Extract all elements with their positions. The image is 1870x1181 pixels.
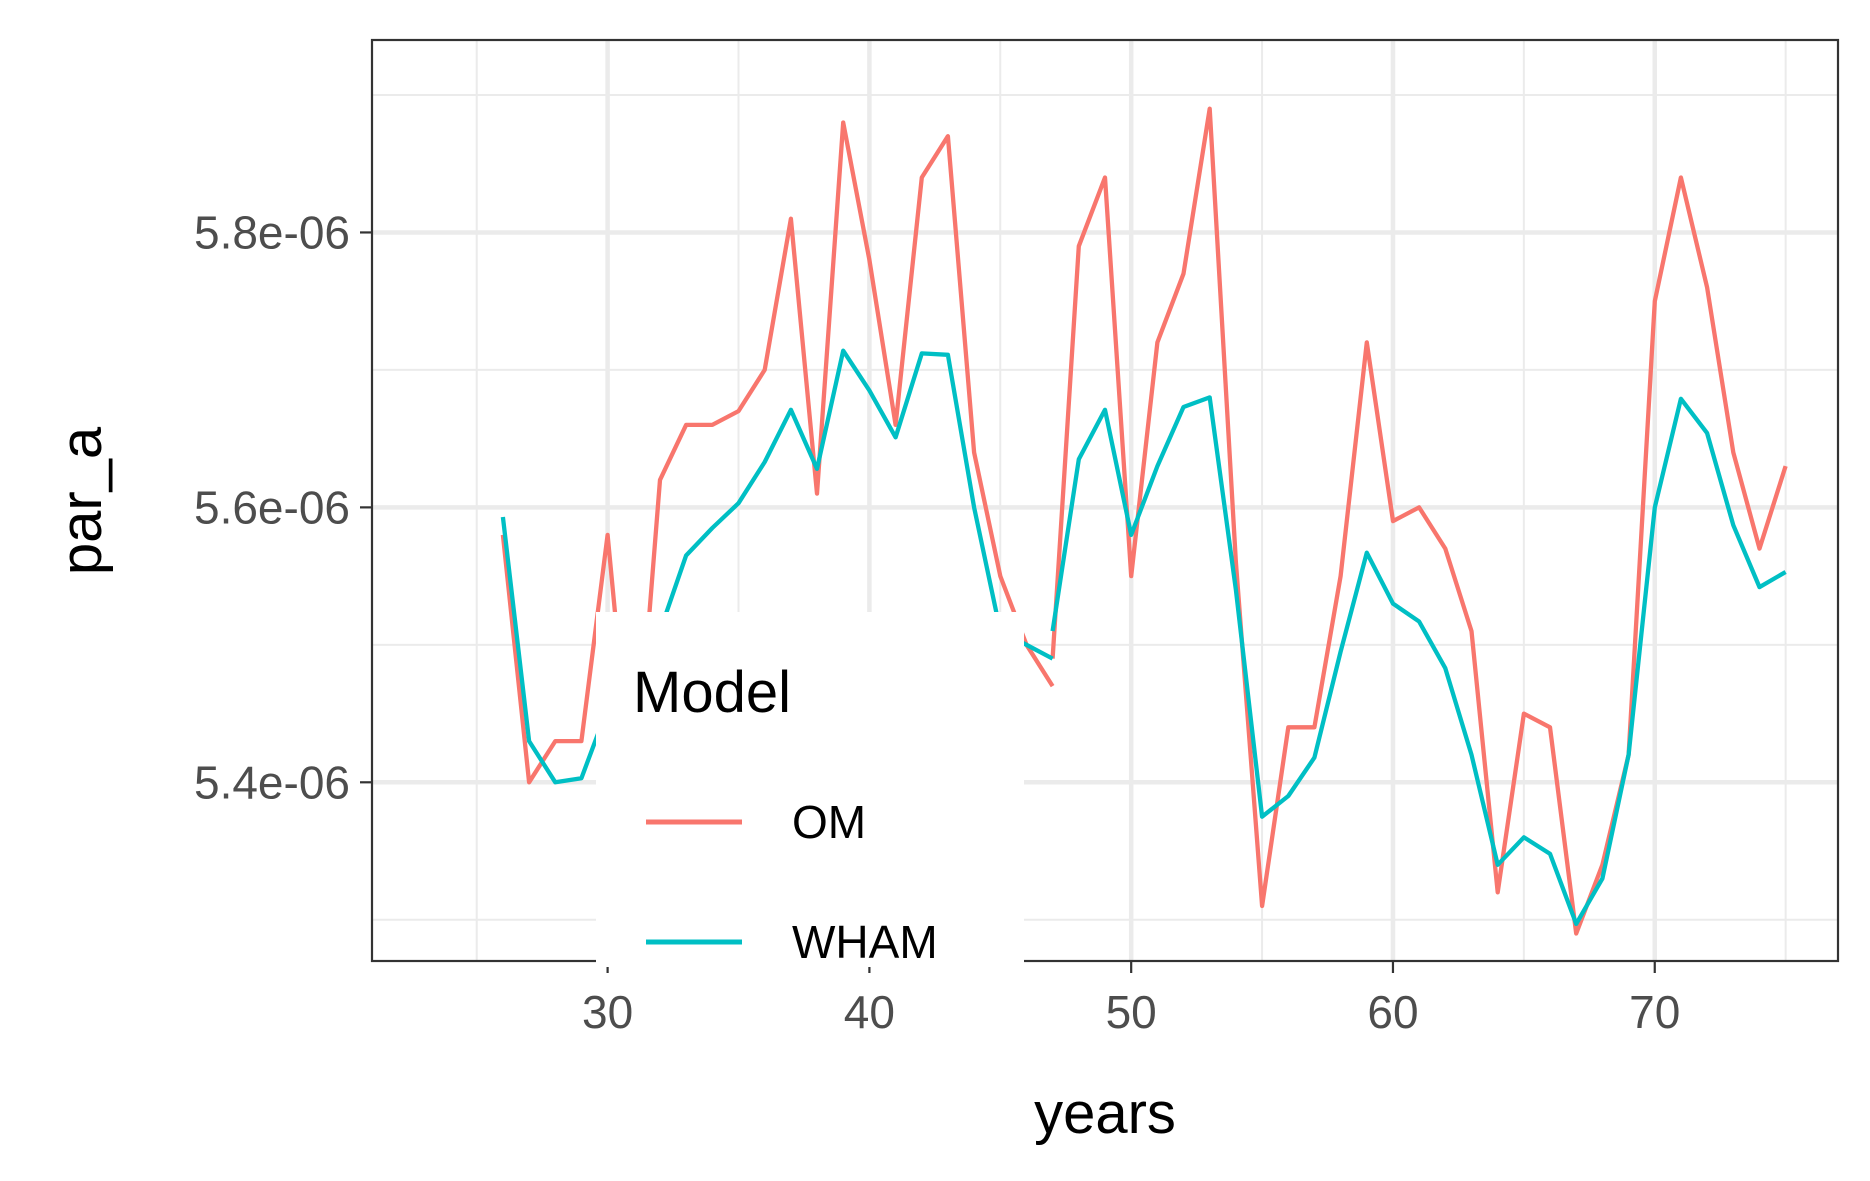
legend-title: Model (633, 660, 791, 725)
y-tick-label: 5.4e-06 (194, 756, 350, 808)
x-tick-label: 70 (1629, 986, 1680, 1038)
x-axis-title: years (1034, 1081, 1176, 1146)
x-tick-label: 40 (844, 986, 895, 1038)
x-tick-label: 30 (582, 986, 633, 1038)
y-tick-label: 5.6e-06 (194, 481, 350, 533)
legend-label-wham: WHAM (792, 916, 938, 968)
x-tick-label: 50 (1106, 986, 1157, 1038)
series-line-om (500, 120, 1055, 812)
plot-panel-border (370, 38, 1840, 963)
series-line-om (1050, 106, 1788, 936)
series-line-wham (500, 348, 1054, 785)
y-axis-title: par_a (49, 426, 114, 575)
data-series (500, 106, 1788, 936)
series-line-wham (1050, 395, 1787, 927)
x-axis: 30 40 50 60 70 (582, 961, 1680, 1038)
legend-label-om: OM (792, 796, 866, 848)
y-axis: 5.4e-06 5.6e-06 5.8e-06 (194, 206, 372, 808)
legend: Model OM WHAM (596, 612, 1024, 968)
y-tick-label: 5.8e-06 (194, 206, 350, 258)
x-tick-label: 60 (1367, 986, 1418, 1038)
legend-background (596, 612, 1024, 967)
